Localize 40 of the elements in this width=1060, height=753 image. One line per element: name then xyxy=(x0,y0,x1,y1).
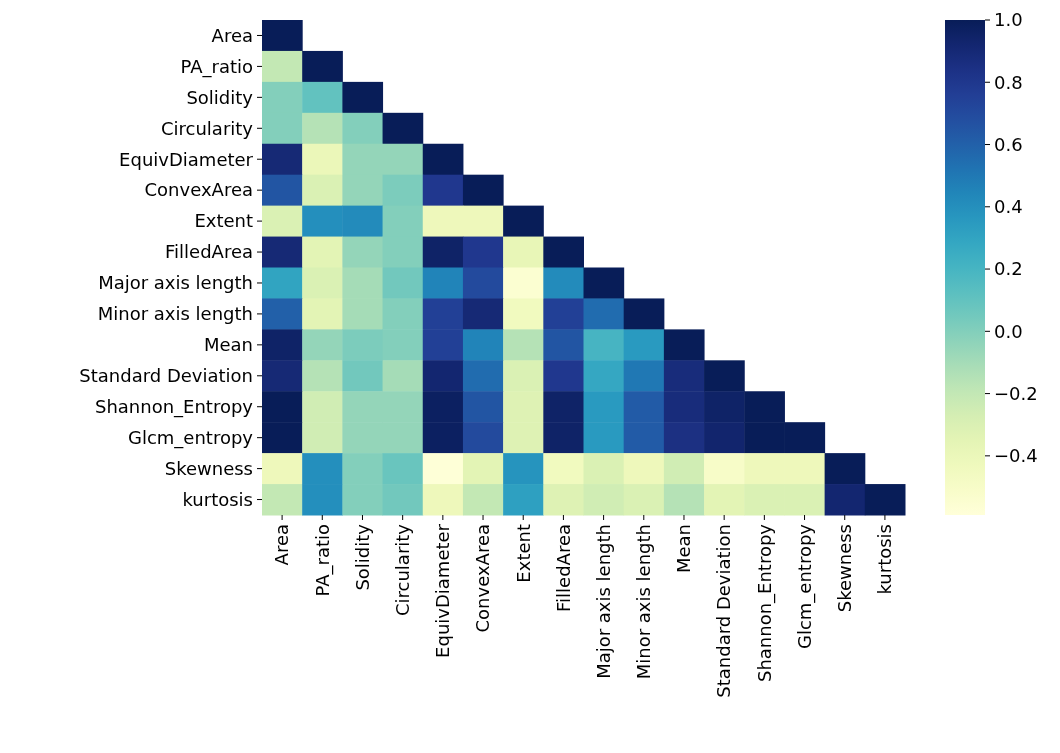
y-tick-label: Solidity xyxy=(186,86,254,108)
y-tick-label: Mean xyxy=(203,334,253,356)
x-tick-label: Mean xyxy=(673,524,695,574)
color-bar-label: 0.4 xyxy=(994,196,1023,218)
color-bar-label: 0.2 xyxy=(994,258,1023,280)
y-tick-label: Major axis length xyxy=(98,272,253,294)
color-bar-label: 0.0 xyxy=(994,320,1023,342)
y-tick-label: EquivDiameter xyxy=(119,148,254,170)
x-tick-label: EquivDiameter xyxy=(432,523,454,658)
y-tick-label: Circularity xyxy=(160,117,254,139)
y-tick-label: kurtosis xyxy=(182,488,253,510)
x-tick-label: Minor axis length xyxy=(633,524,655,680)
x-tick-label: Major axis length xyxy=(592,524,614,679)
y-tick-label: Extent xyxy=(194,210,253,232)
x-tick-label: PA_ratio xyxy=(311,524,334,597)
color-bar-label: −0.2 xyxy=(994,382,1038,404)
y-tick-label: Minor axis length xyxy=(97,303,253,325)
x-tick-label: kurtosis xyxy=(874,524,896,595)
y-tick-label: PA_ratio xyxy=(180,55,253,78)
y-tick-label: Skewness xyxy=(164,457,253,479)
y-tick-label: Shannon_Entropy xyxy=(94,396,254,419)
y-tick-label: Area xyxy=(211,24,253,46)
y-tick-label: Standard Deviation xyxy=(79,365,253,387)
x-tick-label: FilledArea xyxy=(552,524,574,612)
x-tick-label: Solidity xyxy=(351,523,373,591)
x-tick-label: Skewness xyxy=(834,524,856,613)
color-bar-label: 0.6 xyxy=(994,133,1023,155)
color-bar-label: 0.8 xyxy=(994,71,1023,93)
y-tick-label: FilledArea xyxy=(165,241,253,263)
x-tick-label: Standard Deviation xyxy=(713,524,735,698)
color-bar-label: 1.0 xyxy=(994,9,1023,31)
x-tick-label: Extent xyxy=(512,524,534,583)
x-tick-label: ConvexArea xyxy=(472,524,494,633)
x-tick-label: Area xyxy=(271,524,293,566)
x-tick-label: Shannon_Entropy xyxy=(753,523,776,683)
x-tick-label: Glcm_entropy xyxy=(793,523,816,650)
x-tick-label: Circularity xyxy=(391,523,413,617)
color-bar-label: −0.4 xyxy=(994,445,1038,467)
y-tick-label: Glcm_entropy xyxy=(127,426,254,449)
y-tick-label: ConvexArea xyxy=(144,179,253,201)
